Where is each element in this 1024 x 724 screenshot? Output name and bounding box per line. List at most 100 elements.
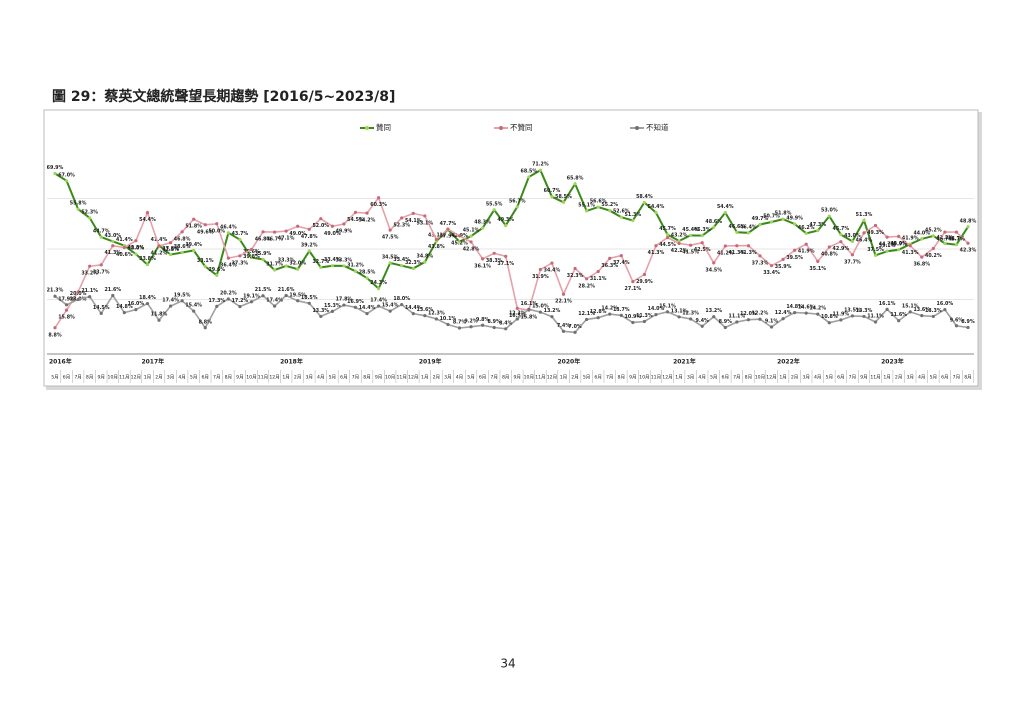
year-label: 2019年 bbox=[419, 358, 442, 366]
data-label: 15.4% bbox=[185, 303, 202, 309]
data-label: 41.4% bbox=[116, 237, 133, 243]
data-point bbox=[319, 314, 323, 319]
data-point bbox=[700, 324, 704, 328]
data-label: 7.4% bbox=[557, 323, 570, 329]
data-label: 39.1% bbox=[879, 243, 896, 249]
data-point bbox=[793, 222, 797, 226]
data-label: 15.8% bbox=[521, 315, 538, 321]
x-tick-label: 8月 bbox=[618, 375, 626, 381]
data-point bbox=[908, 310, 912, 314]
data-point bbox=[469, 240, 473, 244]
data-point bbox=[296, 224, 300, 228]
data-label: 8.9% bbox=[488, 319, 501, 325]
x-tick-label: 6月 bbox=[63, 375, 71, 381]
data-point bbox=[88, 216, 92, 220]
data-label: 36.6% bbox=[243, 249, 260, 255]
data-point bbox=[423, 260, 427, 264]
data-point bbox=[793, 248, 797, 252]
x-tick-label: 5月 bbox=[583, 375, 591, 381]
data-point bbox=[504, 223, 508, 228]
data-point bbox=[816, 312, 820, 316]
data-label: 19.5% bbox=[174, 292, 191, 298]
data-label: 45.1% bbox=[463, 228, 480, 234]
data-label: 18.0% bbox=[393, 296, 410, 302]
data-point bbox=[134, 239, 138, 243]
x-tick-label: 1月 bbox=[883, 375, 891, 381]
data-label: 43.7% bbox=[232, 231, 249, 237]
x-tick-label: 3月 bbox=[906, 375, 914, 381]
data-point bbox=[342, 264, 346, 268]
data-point bbox=[642, 200, 647, 205]
x-tick-label: 7月 bbox=[74, 375, 82, 381]
data-point bbox=[585, 317, 589, 322]
data-point bbox=[434, 237, 438, 242]
data-point bbox=[88, 264, 92, 268]
data-label: 44.0% bbox=[913, 230, 930, 236]
x-tick-label: 8月 bbox=[502, 375, 510, 381]
data-label: 33.3% bbox=[278, 257, 295, 263]
data-label: 45.7% bbox=[833, 226, 850, 232]
data-point bbox=[180, 250, 184, 255]
data-point bbox=[457, 234, 462, 238]
data-label: 50.0% bbox=[208, 228, 225, 234]
data-point bbox=[168, 241, 173, 245]
data-point bbox=[920, 314, 924, 318]
data-point bbox=[596, 205, 600, 209]
data-label: 16.9% bbox=[347, 299, 364, 305]
data-point bbox=[99, 235, 103, 239]
x-tick-label: 3月 bbox=[305, 375, 313, 381]
data-label: 35.9% bbox=[775, 264, 792, 270]
data-label: 34.5% bbox=[705, 267, 722, 273]
data-label: 40.6% bbox=[116, 252, 133, 258]
data-label: 60.7% bbox=[544, 188, 561, 194]
data-point bbox=[954, 243, 959, 247]
data-label: 9.4% bbox=[696, 318, 709, 324]
data-point bbox=[654, 211, 658, 215]
data-label: 32.7% bbox=[312, 259, 329, 265]
x-tick-label: 8月 bbox=[363, 375, 371, 381]
data-point bbox=[457, 240, 462, 244]
data-label: 35.1% bbox=[809, 266, 826, 272]
data-point bbox=[619, 253, 623, 258]
data-label: 69.9% bbox=[47, 165, 64, 171]
data-label: 41.4% bbox=[151, 237, 168, 243]
data-label: 21.6% bbox=[104, 287, 121, 293]
data-label: 32.3% bbox=[567, 273, 584, 279]
data-point bbox=[735, 230, 739, 234]
data-label: 11.1% bbox=[867, 313, 884, 319]
data-point bbox=[515, 306, 519, 310]
data-label: 14.6% bbox=[798, 305, 815, 311]
data-label: 43.3% bbox=[128, 245, 145, 251]
data-label: 51.3% bbox=[856, 212, 873, 218]
data-label: 39.4% bbox=[185, 242, 202, 248]
x-tick-label: 12月 bbox=[766, 375, 776, 381]
data-label: 35.9% bbox=[255, 251, 272, 257]
data-point bbox=[723, 211, 727, 215]
data-label: 37.3% bbox=[232, 260, 249, 266]
x-tick-label: 4月 bbox=[456, 375, 464, 381]
data-label: 45.4% bbox=[682, 227, 699, 233]
legend-marker bbox=[635, 126, 639, 130]
data-label: 41.9% bbox=[902, 236, 919, 242]
data-point bbox=[307, 227, 311, 231]
x-tick-label: 11月 bbox=[119, 375, 129, 381]
data-point bbox=[400, 216, 404, 220]
data-label: 39.5% bbox=[786, 255, 803, 261]
data-point bbox=[619, 215, 623, 219]
data-label: 17.4% bbox=[266, 298, 283, 304]
data-point bbox=[885, 307, 889, 311]
data-label: 9.8% bbox=[476, 317, 489, 323]
data-label: 46.4% bbox=[220, 224, 237, 230]
year-label: 2016年 bbox=[49, 358, 72, 366]
data-point bbox=[746, 231, 751, 235]
x-tick-label: 3月 bbox=[802, 375, 810, 381]
data-label: 53.0% bbox=[821, 208, 838, 214]
data-point bbox=[735, 320, 739, 324]
data-label: 37.3% bbox=[752, 260, 769, 266]
data-point bbox=[192, 217, 196, 221]
data-point bbox=[342, 303, 346, 307]
data-label: 42.2% bbox=[937, 235, 954, 241]
x-tick-label: 1月 bbox=[144, 375, 152, 381]
x-tick-label: 6月 bbox=[340, 375, 348, 381]
